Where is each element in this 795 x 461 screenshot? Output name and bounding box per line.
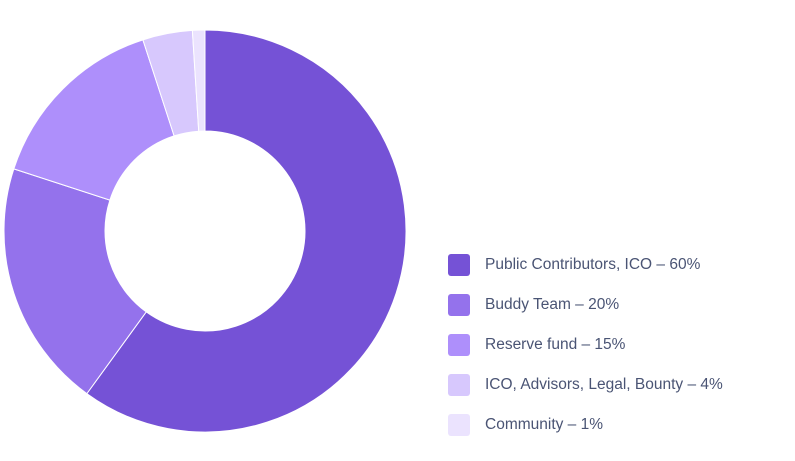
legend-item-buddy-team: Buddy Team – 20% <box>448 285 788 325</box>
legend-swatch-community <box>448 414 470 436</box>
legend-item-ico-advisors: ICO, Advisors, Legal, Bounty – 4% <box>448 365 788 405</box>
slice-public-contributors <box>86 29 407 433</box>
legend-label-reserve-fund: Reserve fund – 15% <box>485 336 626 353</box>
legend-item-community: Community – 1% <box>448 405 788 445</box>
slice-buddy-team <box>3 168 147 395</box>
legend-swatch-public-contributors <box>448 254 470 276</box>
legend-label-ico-advisors: ICO, Advisors, Legal, Bounty – 4% <box>485 376 723 393</box>
legend-swatch-ico-advisors <box>448 374 470 396</box>
chart-legend: Public Contributors, ICO – 60% Buddy Tea… <box>448 245 788 445</box>
legend-swatch-buddy-team <box>448 294 470 316</box>
legend-label-community: Community – 1% <box>485 416 604 433</box>
slice-reserve-fund <box>13 39 175 201</box>
legend-item-reserve-fund: Reserve fund – 15% <box>448 325 788 365</box>
legend-item-public-contributors: Public Contributors, ICO – 60% <box>448 245 788 285</box>
legend-label-buddy-team: Buddy Team – 20% <box>485 296 620 313</box>
slice-community <box>191 29 206 132</box>
legend-swatch-reserve-fund <box>448 334 470 356</box>
legend-label-public-contributors: Public Contributors, ICO – 60% <box>485 256 701 273</box>
